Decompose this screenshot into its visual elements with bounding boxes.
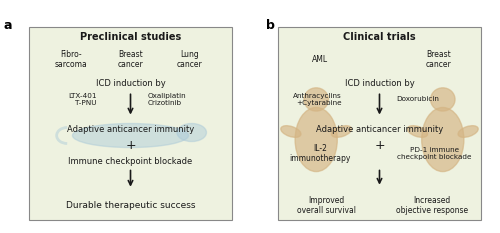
Text: Doxorubicin: Doxorubicin xyxy=(396,96,440,103)
Ellipse shape xyxy=(408,126,428,137)
Text: Immune checkpoint blockade: Immune checkpoint blockade xyxy=(68,157,192,166)
FancyBboxPatch shape xyxy=(278,27,481,220)
Text: +: + xyxy=(125,139,136,152)
Text: Anthracyclins
+Cytarabine: Anthracyclins +Cytarabine xyxy=(293,93,342,106)
Text: Breast
cancer: Breast cancer xyxy=(118,50,144,69)
Text: Preclinical studies: Preclinical studies xyxy=(80,32,181,42)
Ellipse shape xyxy=(332,126,351,137)
Ellipse shape xyxy=(281,126,301,137)
Circle shape xyxy=(430,88,455,111)
Circle shape xyxy=(304,88,328,111)
Text: Clinical trials: Clinical trials xyxy=(343,32,416,42)
FancyBboxPatch shape xyxy=(29,27,232,220)
Ellipse shape xyxy=(422,107,464,171)
Text: Adaptive anticancer immunity: Adaptive anticancer immunity xyxy=(67,125,194,134)
Text: +: + xyxy=(374,139,385,152)
Text: a: a xyxy=(4,19,12,32)
Text: Lung
cancer: Lung cancer xyxy=(176,50,203,69)
Text: Increased
objective response: Increased objective response xyxy=(396,196,468,215)
Text: IL-2
immunotherapy: IL-2 immunotherapy xyxy=(290,144,351,163)
Text: Breast
cancer: Breast cancer xyxy=(426,50,452,69)
Text: Fibro-
sarcoma: Fibro- sarcoma xyxy=(55,50,88,69)
Text: Improved
overall survival: Improved overall survival xyxy=(297,196,356,215)
Text: AML: AML xyxy=(312,55,328,64)
Text: Adaptive anticancer immunity: Adaptive anticancer immunity xyxy=(316,125,443,134)
Text: Oxaliplatin
Crizotinib: Oxaliplatin Crizotinib xyxy=(148,93,186,106)
Ellipse shape xyxy=(72,123,188,147)
Text: b: b xyxy=(266,19,274,32)
Text: ICD induction by: ICD induction by xyxy=(344,79,414,88)
Text: PD-1 immune
checkpoint blockade: PD-1 immune checkpoint blockade xyxy=(397,147,471,160)
Ellipse shape xyxy=(177,123,206,141)
Text: ICD induction by: ICD induction by xyxy=(96,79,166,88)
Ellipse shape xyxy=(295,107,338,171)
Text: LTX-401
T-PNU: LTX-401 T-PNU xyxy=(68,93,96,106)
Ellipse shape xyxy=(458,126,478,137)
Text: Durable therapeutic success: Durable therapeutic success xyxy=(66,201,196,210)
